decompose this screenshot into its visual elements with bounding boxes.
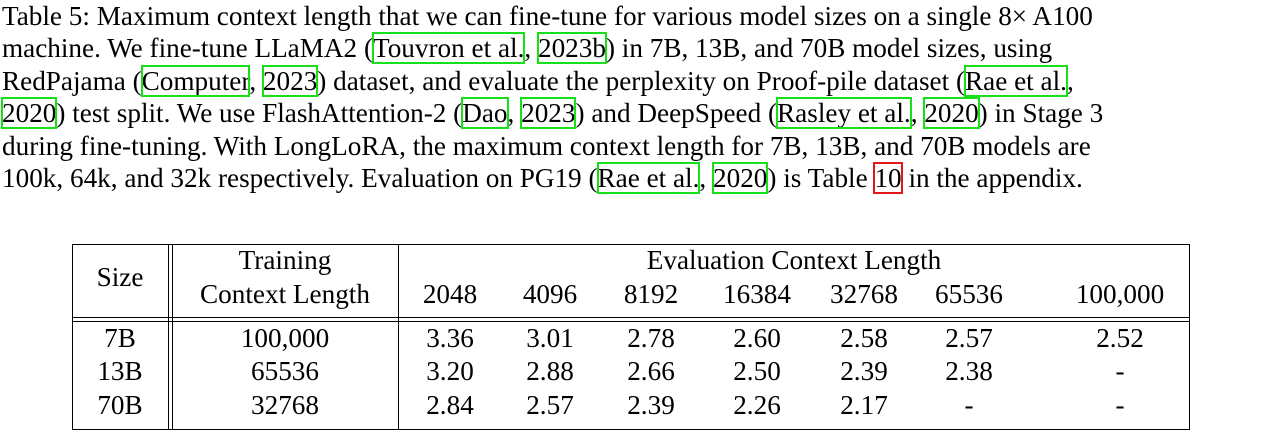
row-perplexity-value: 2.57 bbox=[945, 323, 993, 353]
row-perplexity-value: 3.01 bbox=[526, 323, 574, 353]
row-perplexity-value: 2.52 bbox=[1096, 323, 1144, 353]
row-perplexity-value: 2.78 bbox=[627, 323, 675, 353]
caption-text: ) in 7B, 13B, and 70B model sizes, using bbox=[605, 33, 1053, 64]
caption-text: , bbox=[699, 163, 713, 194]
citation-link[interactable]: Dao bbox=[461, 97, 509, 130]
table-bottom-rule bbox=[72, 429, 1190, 430]
row-training-length: 32768 bbox=[251, 390, 319, 420]
table-col-separator-2 bbox=[172, 244, 173, 430]
row-perplexity-value: 2.60 bbox=[733, 323, 781, 353]
caption-line-4: 2020) test split. We use FlashAttention-… bbox=[0, 97, 1276, 130]
citation-link[interactable]: 2020 bbox=[0, 97, 58, 130]
table-header-rule-2 bbox=[72, 321, 1190, 322]
citation-link[interactable]: Rae et al. bbox=[596, 162, 701, 195]
caption-text: 100k, 64k, and 32k respectively. Evaluat… bbox=[2, 163, 598, 194]
table-left-border bbox=[72, 244, 73, 430]
row-perplexity-value: - bbox=[964, 390, 974, 420]
citation-link[interactable]: 2023 bbox=[261, 64, 319, 97]
citation-link[interactable]: Rasley et al. bbox=[776, 97, 912, 130]
row-training-length: 65536 bbox=[251, 356, 319, 386]
caption-text: , bbox=[1066, 65, 1074, 96]
header-eval-length: 32768 bbox=[830, 279, 898, 309]
header-size: Size bbox=[96, 262, 144, 292]
header-eval-length: 8192 bbox=[623, 279, 679, 309]
header-eval-length: 65536 bbox=[935, 279, 1003, 309]
caption-line-3: RedPajama (Computer, 2023) dataset, and … bbox=[2, 64, 1276, 97]
row-training-length: 100,000 bbox=[240, 323, 330, 353]
row-perplexity-value: 2.57 bbox=[526, 390, 574, 420]
table-reference-link[interactable]: 10 bbox=[873, 162, 903, 195]
row-perplexity-value: 2.88 bbox=[526, 356, 574, 386]
header-eval-length: 2048 bbox=[422, 279, 478, 309]
caption-line-6: 100k, 64k, and 32k respectively. Evaluat… bbox=[2, 162, 1276, 195]
table-col-separator-3 bbox=[398, 244, 399, 430]
caption-text: RedPajama ( bbox=[2, 65, 142, 96]
header-eval-length: 4096 bbox=[522, 279, 578, 309]
row-perplexity-value: 2.58 bbox=[840, 323, 888, 353]
row-size: 7B bbox=[104, 323, 136, 353]
caption-text: ) in Stage 3 bbox=[978, 98, 1104, 129]
caption-text: ) and DeepSpeed ( bbox=[575, 98, 778, 129]
citation-link[interactable]: Rae et al. bbox=[964, 64, 1068, 97]
header-training-line-1: Training bbox=[238, 245, 332, 275]
table-right-border bbox=[1189, 244, 1190, 430]
caption-text: in the appendix. bbox=[901, 163, 1083, 194]
row-perplexity-value: 2.39 bbox=[840, 356, 888, 386]
row-size: 13B bbox=[97, 356, 143, 386]
row-perplexity-value: 2.17 bbox=[840, 390, 888, 420]
row-perplexity-value: 2.66 bbox=[627, 356, 675, 386]
row-perplexity-value: - bbox=[1115, 356, 1125, 386]
citation-link[interactable]: 2023b bbox=[536, 32, 607, 65]
table-caption: Table 5: Maximum context length that we … bbox=[0, 0, 1276, 195]
table-col-separator bbox=[168, 244, 169, 430]
row-perplexity-value: 3.36 bbox=[426, 323, 474, 353]
row-perplexity-value: 2.26 bbox=[733, 390, 781, 420]
row-perplexity-value: 2.84 bbox=[426, 390, 474, 420]
row-perplexity-value: 2.38 bbox=[945, 356, 993, 386]
caption-text: ) dataset, and evaluate the perplexity o… bbox=[317, 65, 966, 96]
caption-text: , bbox=[524, 33, 538, 64]
header-eval: Evaluation Context Length bbox=[646, 245, 942, 275]
citation-link[interactable]: 2020 bbox=[923, 97, 980, 130]
citation-link[interactable]: 2023 bbox=[520, 97, 577, 130]
caption-line-5: during fine-tuning. With LongLoRA, the m… bbox=[2, 130, 1091, 161]
caption-text: ) test split. We use FlashAttention-2 ( bbox=[56, 98, 463, 129]
caption-line-1: Table 5: Maximum context length that we … bbox=[2, 1, 1093, 31]
table-top-rule bbox=[72, 244, 1190, 245]
citation-link[interactable]: Touvron et al. bbox=[371, 32, 526, 65]
row-perplexity-value: 2.39 bbox=[627, 390, 675, 420]
header-eval-length: 16384 bbox=[723, 279, 791, 309]
caption-text: , bbox=[249, 65, 263, 96]
caption-text: , bbox=[507, 98, 522, 129]
row-perplexity-value: - bbox=[1115, 390, 1125, 420]
caption-text: , bbox=[910, 98, 925, 129]
caption-text: machine. We fine-tune LLaMA2 ( bbox=[2, 33, 373, 64]
header-training-line-2: Context Length bbox=[200, 279, 370, 309]
citation-link[interactable]: Computer bbox=[140, 64, 251, 97]
header-eval-length: 100,000 bbox=[1075, 279, 1165, 309]
caption-text: ) is Table bbox=[767, 163, 875, 194]
citation-link[interactable]: 2020 bbox=[711, 162, 769, 195]
row-perplexity-value: 3.20 bbox=[426, 356, 474, 386]
row-size: 70B bbox=[97, 390, 143, 420]
caption-line-2: machine. We fine-tune LLaMA2 (Touvron et… bbox=[2, 32, 1276, 65]
table-header-rule bbox=[72, 317, 1190, 318]
row-perplexity-value: 2.50 bbox=[733, 356, 781, 386]
